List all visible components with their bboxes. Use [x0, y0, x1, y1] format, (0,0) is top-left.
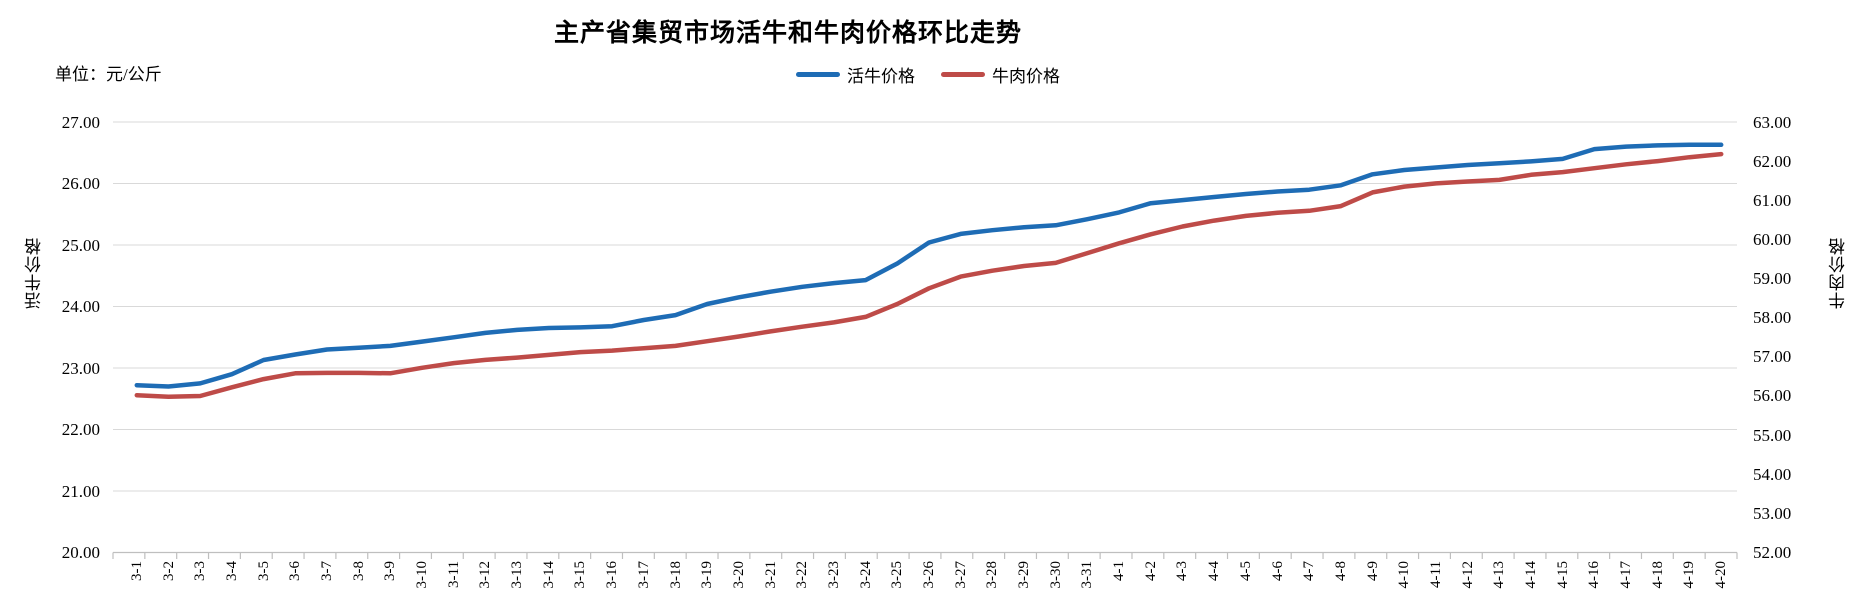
x-axis-tick-label: 3-28	[984, 561, 1001, 589]
x-axis-tick-label: 3-21	[762, 561, 779, 589]
right-axis-tick-label: 62.00	[1753, 151, 1792, 171]
unit-label: 单位：元/公斤	[55, 65, 162, 84]
x-axis-tick-label: 3-10	[414, 561, 431, 589]
right-axis-tick-label: 54.00	[1753, 464, 1792, 484]
chart-title: 主产省集贸市场活牛和牛肉价格环比走势	[553, 20, 1022, 47]
legend-swatch-icon	[941, 72, 985, 77]
x-axis-tick-label: 3-2	[160, 561, 177, 581]
right-axis-tick-label: 63.00	[1753, 112, 1792, 132]
x-axis-tick-label: 3-30	[1047, 561, 1064, 589]
x-axis-tick-label: 3-22	[794, 561, 811, 589]
x-axis-tick-label: 4-2	[1142, 561, 1159, 581]
legend-swatch-icon	[796, 72, 840, 77]
x-axis-tick-label: 3-11	[445, 561, 462, 588]
right-axis-tick-label: 58.00	[1753, 308, 1792, 328]
x-axis-tick-label: 3-9	[382, 561, 399, 581]
x-axis-tick-label: 4-9	[1364, 561, 1381, 581]
right-axis-tick-label: 55.00	[1753, 425, 1792, 445]
right-axis-title: 牛肉价格	[1829, 237, 1848, 309]
legend-item: 牛肉价格	[941, 62, 1060, 87]
x-axis-tick-label: 3-24	[857, 561, 874, 589]
x-axis-tick-label: 3-25	[889, 561, 906, 589]
x-axis-tick-label: 3-31	[1079, 561, 1096, 589]
right-axis-tick-label: 56.00	[1753, 386, 1792, 406]
x-axis-tick-label: 3-23	[825, 561, 842, 589]
left-axis-tick-label: 23.00	[61, 358, 100, 378]
x-axis-tick-label: 4-17	[1618, 561, 1635, 589]
x-axis-tick-label: 4-10	[1396, 561, 1413, 589]
x-axis-tick-label: 4-12	[1459, 561, 1476, 589]
left-axis-tick-label: 20.00	[61, 543, 100, 562]
x-axis-tick-label: 4-18	[1649, 561, 1666, 589]
x-axis-tick-label: 3-4	[223, 561, 240, 581]
x-axis-tick-label: 4-7	[1301, 561, 1318, 581]
x-axis-tick-label: 3-1	[128, 561, 145, 581]
x-axis-tick-label: 3-14	[540, 561, 557, 589]
right-axis-tick-label: 53.00	[1753, 503, 1792, 523]
left-axis-tick-label: 21.00	[61, 481, 100, 501]
x-axis-tick-label: 3-7	[318, 561, 335, 581]
beef-price-line	[134, 151, 1724, 399]
x-axis-tick-label: 4-13	[1491, 561, 1508, 589]
x-axis-tick-label: 3-16	[604, 561, 621, 589]
x-axis-tick-label: 3-13	[509, 561, 526, 589]
x-axis-tick-label: 3-12	[477, 561, 494, 589]
x-axis-tick-label: 3-3	[192, 561, 209, 581]
right-axis-tick-label: 61.00	[1753, 190, 1792, 210]
x-axis-tick-label: 3-8	[350, 561, 367, 581]
left-axis-tick-label: 25.00	[61, 235, 100, 255]
x-axis-tick-label: 3-17	[635, 561, 652, 589]
left-axis-tick-label: 26.00	[61, 174, 100, 193]
left-axis-tick-label: 27.00	[61, 112, 100, 132]
x-axis-tick-label: 3-26	[921, 561, 937, 589]
chart-legend: 活牛价格 牛肉价格	[796, 62, 1060, 87]
x-axis-tick-label: 3-29	[1016, 561, 1033, 589]
x-axis-tick-label: 3-18	[667, 561, 684, 589]
x-axis-tick-label: 4-1	[1111, 561, 1128, 581]
x-axis-tick-label: 4-6	[1269, 561, 1286, 581]
x-axis-tick-label: 4-11	[1427, 561, 1444, 588]
legend-label: 牛肉价格	[992, 67, 1060, 86]
right-axis-tick-label: 57.00	[1753, 347, 1792, 367]
x-axis-tick-label: 3-6	[287, 561, 304, 581]
legend-label: 活牛价格	[847, 67, 915, 86]
x-axis-tick-label: 4-15	[1554, 561, 1571, 589]
x-axis-tick-label: 4-5	[1237, 561, 1254, 581]
x-axis-tick-label: 4-8	[1332, 561, 1349, 581]
right-axis-tick-label: 59.00	[1753, 269, 1792, 289]
x-axis-tick-label: 4-19	[1681, 561, 1698, 589]
right-axis-tick-label: 52.00	[1753, 543, 1792, 562]
right-axis-tick-label: 60.00	[1753, 229, 1792, 249]
x-axis-tick-label: 4-3	[1174, 561, 1191, 581]
x-axis-tick-label: 3-5	[255, 561, 272, 581]
legend-item: 活牛价格	[796, 62, 915, 87]
x-axis-tick-label: 4-20	[1713, 561, 1730, 589]
x-axis-tick-label: 3-19	[699, 561, 716, 589]
left-axis-tick-label: 24.00	[61, 297, 100, 316]
left-axis-tick-label: 22.00	[61, 420, 100, 439]
x-axis-tick-label: 3-15	[572, 561, 589, 589]
x-axis-tick-label: 3-20	[730, 561, 747, 589]
live-cattle-price-line	[134, 142, 1724, 389]
x-axis-tick-label: 3-27	[952, 561, 969, 589]
x-axis-tick-label: 4-4	[1206, 561, 1223, 581]
x-axis-tick-label: 4-14	[1523, 561, 1540, 589]
x-axis-tick-label: 4-16	[1586, 561, 1603, 589]
